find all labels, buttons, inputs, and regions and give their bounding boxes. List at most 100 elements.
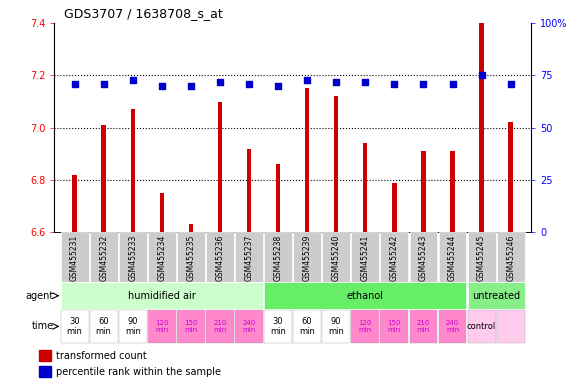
Bar <box>160 193 164 232</box>
Text: GSM455236: GSM455236 <box>215 235 224 281</box>
FancyBboxPatch shape <box>148 310 176 343</box>
Text: 60
min: 60 min <box>299 317 315 336</box>
Text: 120
min: 120 min <box>359 320 372 333</box>
FancyBboxPatch shape <box>148 232 176 282</box>
FancyBboxPatch shape <box>235 232 263 282</box>
FancyBboxPatch shape <box>468 282 525 309</box>
Bar <box>334 96 339 232</box>
Text: percentile rank within the sample: percentile rank within the sample <box>56 367 221 377</box>
Point <box>215 79 224 85</box>
Text: GSM455243: GSM455243 <box>419 235 428 281</box>
Point <box>128 76 137 83</box>
Bar <box>218 101 222 232</box>
FancyBboxPatch shape <box>264 282 467 309</box>
Point <box>157 83 166 89</box>
Bar <box>131 109 135 232</box>
Text: 30
min: 30 min <box>270 317 286 336</box>
Text: 210
min: 210 min <box>417 320 430 333</box>
FancyBboxPatch shape <box>322 310 350 343</box>
Bar <box>73 175 77 232</box>
Point <box>70 81 79 87</box>
Text: 90
min: 90 min <box>125 317 140 336</box>
FancyBboxPatch shape <box>293 232 321 282</box>
FancyBboxPatch shape <box>61 282 263 309</box>
Point <box>477 72 486 78</box>
Bar <box>480 23 484 232</box>
Text: GSM455242: GSM455242 <box>390 235 399 281</box>
FancyBboxPatch shape <box>497 232 525 282</box>
FancyBboxPatch shape <box>468 310 496 343</box>
Bar <box>188 225 193 232</box>
FancyBboxPatch shape <box>468 232 496 282</box>
FancyBboxPatch shape <box>497 310 525 343</box>
Text: GSM455244: GSM455244 <box>448 235 457 281</box>
FancyBboxPatch shape <box>351 232 379 282</box>
Bar <box>305 88 309 232</box>
FancyBboxPatch shape <box>264 310 292 343</box>
Text: GSM455245: GSM455245 <box>477 235 486 281</box>
FancyBboxPatch shape <box>293 310 321 343</box>
Bar <box>39 366 51 377</box>
FancyBboxPatch shape <box>409 310 437 343</box>
Text: GSM455231: GSM455231 <box>70 235 79 281</box>
FancyBboxPatch shape <box>119 310 147 343</box>
FancyBboxPatch shape <box>235 310 263 343</box>
Point <box>506 81 515 87</box>
Text: GSM455240: GSM455240 <box>332 235 341 281</box>
Point <box>244 81 254 87</box>
FancyBboxPatch shape <box>177 232 205 282</box>
Point <box>186 83 195 89</box>
Text: 150
min: 150 min <box>184 320 198 333</box>
FancyBboxPatch shape <box>409 232 437 282</box>
Text: GSM455234: GSM455234 <box>158 235 166 281</box>
FancyBboxPatch shape <box>206 232 234 282</box>
Text: 210
min: 210 min <box>214 320 227 333</box>
Point <box>390 81 399 87</box>
FancyBboxPatch shape <box>439 232 467 282</box>
Point <box>274 83 283 89</box>
Text: GSM455232: GSM455232 <box>99 235 108 281</box>
Text: 240
min: 240 min <box>243 320 256 333</box>
FancyBboxPatch shape <box>380 232 408 282</box>
Bar <box>392 183 397 232</box>
Text: GSM455246: GSM455246 <box>506 235 515 281</box>
FancyBboxPatch shape <box>264 232 292 282</box>
Text: 120
min: 120 min <box>155 320 168 333</box>
Text: time: time <box>31 321 54 331</box>
FancyBboxPatch shape <box>322 232 350 282</box>
Text: 150
min: 150 min <box>388 320 401 333</box>
FancyBboxPatch shape <box>351 310 379 343</box>
FancyBboxPatch shape <box>61 232 89 282</box>
Text: agent: agent <box>26 291 54 301</box>
Text: GSM455239: GSM455239 <box>303 235 312 281</box>
FancyBboxPatch shape <box>206 310 234 343</box>
FancyBboxPatch shape <box>439 310 467 343</box>
Text: transformed count: transformed count <box>56 351 147 361</box>
Bar <box>247 149 251 232</box>
Bar <box>509 122 513 232</box>
Bar <box>451 151 455 232</box>
Text: GSM455238: GSM455238 <box>274 235 283 281</box>
Bar <box>363 143 368 232</box>
Text: control: control <box>467 322 496 331</box>
Text: 60
min: 60 min <box>96 317 111 336</box>
Text: GSM455241: GSM455241 <box>361 235 370 281</box>
FancyBboxPatch shape <box>90 310 118 343</box>
Point <box>99 81 108 87</box>
Point <box>303 76 312 83</box>
Text: 90
min: 90 min <box>328 317 344 336</box>
Text: GSM455233: GSM455233 <box>128 235 137 281</box>
Text: humidified air: humidified air <box>128 291 196 301</box>
Point <box>361 79 370 85</box>
Text: GSM455237: GSM455237 <box>244 235 254 281</box>
Point <box>332 79 341 85</box>
Point <box>419 81 428 87</box>
Text: 240
min: 240 min <box>446 320 459 333</box>
Bar <box>421 151 425 232</box>
Text: ethanol: ethanol <box>347 291 384 301</box>
FancyBboxPatch shape <box>90 232 118 282</box>
FancyBboxPatch shape <box>380 310 408 343</box>
FancyBboxPatch shape <box>61 310 89 343</box>
Bar <box>276 164 280 232</box>
FancyBboxPatch shape <box>119 232 147 282</box>
